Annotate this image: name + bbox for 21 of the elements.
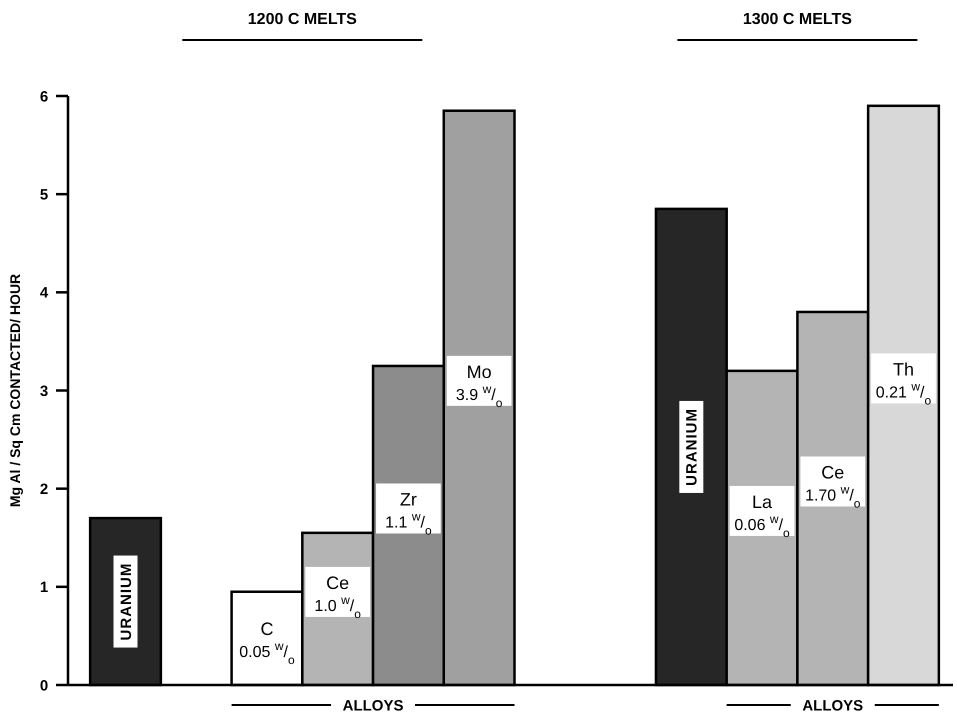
y-tick-label: 1 (40, 579, 48, 596)
text: 1200 C MELTS (248, 11, 358, 28)
x-tick-label: URANIUM (118, 562, 135, 640)
x-tick-label: Ce 1.70 $^{w}$/$_{o}$ (805, 462, 861, 510)
y-tick-label: 4 (40, 284, 49, 302)
x-tick-label: Th 0.21 $^{w}$/$_{o}$ (876, 359, 932, 408)
x-tick-label: URANIUM (684, 408, 701, 486)
y-tick-label: 3 (40, 382, 48, 400)
x-tick-label: Mo 3.9 $^{w}$/$_{o}$ (456, 362, 503, 410)
x-tick-label: C 0.05 $^{w}$/$_{o}$ (239, 619, 295, 667)
text: ALLOYS (342, 697, 404, 714)
y-tick-label: 6 (40, 88, 48, 106)
text: ALLOYS (802, 697, 864, 714)
x-tick-label: Ce 1.0 $^{w}$/$_{o}$ (314, 572, 362, 621)
x-tick-label: La 0.06 $^{w}$/$_{o}$ (734, 492, 790, 540)
text: 1300 C MELTS (742, 11, 852, 28)
y-tick-label: 5 (40, 186, 48, 204)
y-tick-label: 2 (40, 480, 48, 498)
x-tick-label: Zr 1.1 $^{w}$/$_{o}$ (385, 489, 432, 538)
y-axis-title: Mg Al / Sq Cm CONTACTED/ HOUR (7, 274, 23, 508)
y-tick-label: 0 (40, 677, 48, 694)
